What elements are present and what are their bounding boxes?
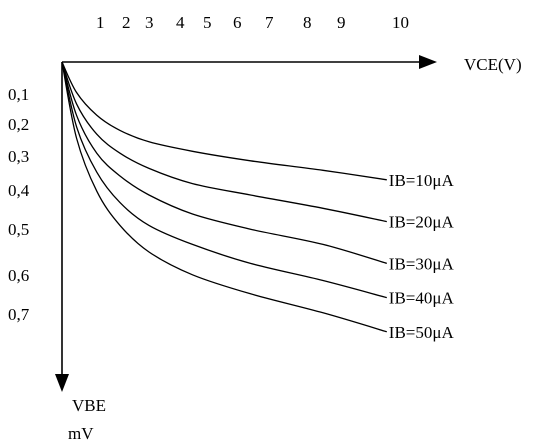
series-label: IB=50μA: [389, 323, 455, 342]
y-tick-label: 0,4: [8, 181, 30, 200]
x-tick-label: 10: [392, 13, 409, 32]
x-tick-label: 2: [122, 13, 131, 32]
x-tick-label: 9: [337, 13, 346, 32]
x-tick-label: 5: [203, 13, 212, 32]
x-tick-label: 3: [145, 13, 154, 32]
x-tick-label: 8: [303, 13, 312, 32]
series-line: [61, 61, 387, 299]
series-labels: IB=10μA IB=20μA IB=30μA IB=40μA IB=50μA: [389, 171, 455, 342]
y-axis-arrowhead: [55, 374, 69, 392]
series-line: [61, 61, 387, 181]
x-tick-label: 1: [96, 13, 105, 32]
y-tick-label: 0,3: [8, 147, 29, 166]
x-axis-arrowhead: [419, 55, 437, 69]
x-axis-label: VCE(V): [464, 55, 522, 74]
y-tick-label: 0,5: [8, 220, 29, 239]
curves-group: [61, 61, 387, 333]
y-tick-label: 0,1: [8, 85, 29, 104]
y-tick-label: 0,7: [8, 305, 30, 324]
series-label: IB=30μA: [389, 254, 455, 273]
series-line: [61, 61, 387, 265]
y-axis-label-line-2: mV: [68, 424, 94, 443]
series-label: IB=20μA: [389, 213, 455, 232]
series-label: IB=10μA: [389, 171, 455, 190]
x-tick-labels: 1 2 3 4 5 6 7 8 9 10: [96, 13, 409, 32]
series-line: [61, 61, 387, 333]
x-tick-label: 6: [233, 13, 242, 32]
y-tick-label: 0,6: [8, 266, 29, 285]
y-tick-labels: 0,1 0,2 0,3 0,4 0,5 0,6 0,7: [8, 85, 30, 324]
x-tick-label: 7: [265, 13, 274, 32]
x-tick-label: 4: [176, 13, 185, 32]
series-line: [61, 61, 387, 223]
y-tick-label: 0,2: [8, 115, 29, 134]
y-axis-label-line-1: VBE: [72, 396, 106, 415]
series-label: IB=40μA: [389, 289, 455, 308]
axes-group: [55, 55, 437, 392]
